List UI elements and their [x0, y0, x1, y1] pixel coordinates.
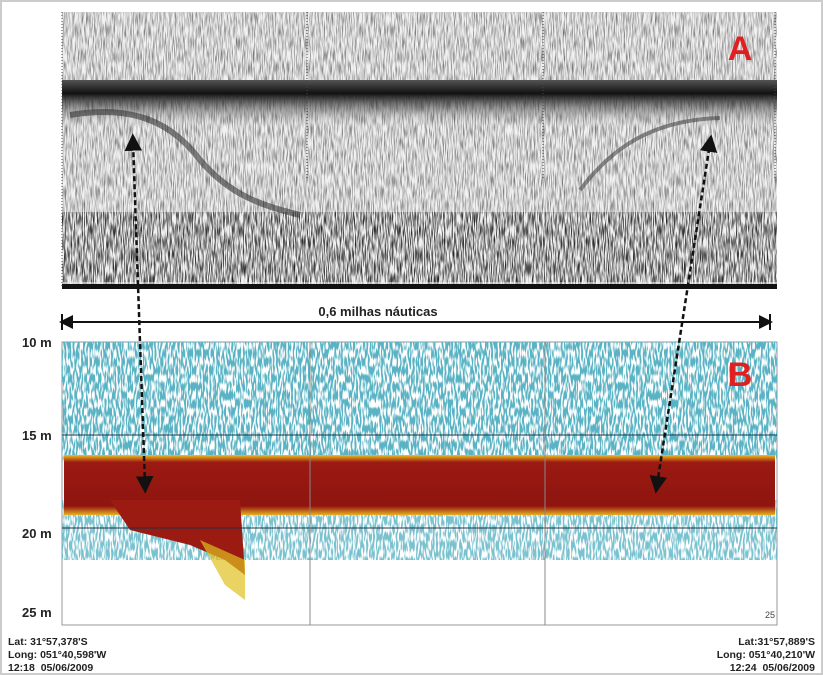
end-time: 12:24 05/06/2009: [730, 662, 815, 674]
start-lat: Lat: 31°57,378'S: [8, 636, 88, 648]
depth-label: 25 m: [22, 605, 52, 620]
figure: A 0,6 milhas náuticas B 25 10 m 15 m 20 …: [0, 0, 823, 675]
corner-mark: 25: [765, 610, 775, 620]
depth-label: 10 m: [22, 335, 52, 350]
depth-label: 15 m: [22, 428, 52, 443]
panel-label: A: [728, 30, 753, 68]
panel-label: B: [728, 356, 753, 394]
panel-b: B 25: [62, 342, 777, 625]
scale-label: 0,6 milhas náuticas: [318, 304, 437, 319]
end-lat: Lat:31°57,889'S: [738, 636, 815, 648]
panel-a: A: [62, 12, 777, 289]
depth-label: 20 m: [22, 526, 52, 541]
start-time: 12:18 05/06/2009: [8, 662, 93, 674]
start-long: Long: 051°40,598'W: [8, 649, 106, 661]
figure-canvas: A 0,6 milhas náuticas B 25 10 m 15 m 20 …: [0, 0, 823, 675]
end-long: Long: 051°40,210'W: [717, 649, 815, 661]
